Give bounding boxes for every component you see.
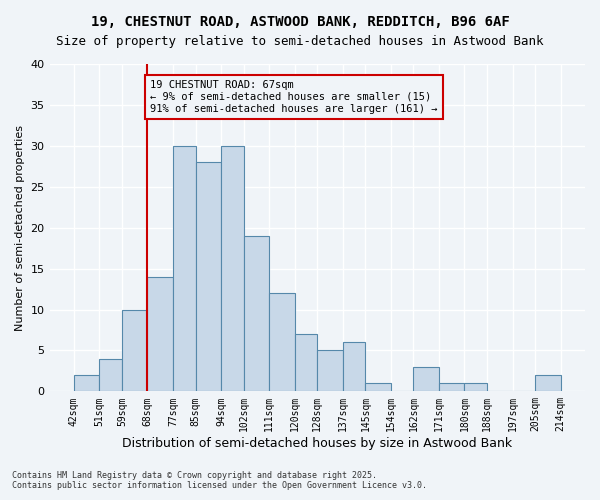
Y-axis label: Number of semi-detached properties: Number of semi-detached properties — [15, 124, 25, 330]
Text: 19, CHESTNUT ROAD, ASTWOOD BANK, REDDITCH, B96 6AF: 19, CHESTNUT ROAD, ASTWOOD BANK, REDDITC… — [91, 15, 509, 29]
Bar — [464, 383, 487, 392]
Text: Contains HM Land Registry data © Crown copyright and database right 2025.
Contai: Contains HM Land Registry data © Crown c… — [12, 470, 427, 490]
Text: Size of property relative to semi-detached houses in Astwood Bank: Size of property relative to semi-detach… — [56, 35, 544, 48]
Bar — [439, 383, 464, 392]
Bar — [221, 146, 244, 392]
Bar — [269, 293, 295, 392]
Bar — [196, 162, 221, 392]
Bar — [74, 375, 100, 392]
Bar — [317, 350, 343, 392]
Bar — [295, 334, 317, 392]
Bar — [122, 310, 148, 392]
Text: 19 CHESTNUT ROAD: 67sqm
← 9% of semi-detached houses are smaller (15)
91% of sem: 19 CHESTNUT ROAD: 67sqm ← 9% of semi-det… — [150, 80, 438, 114]
X-axis label: Distribution of semi-detached houses by size in Astwood Bank: Distribution of semi-detached houses by … — [122, 437, 512, 450]
Bar — [365, 383, 391, 392]
Bar — [100, 358, 122, 392]
Bar — [413, 367, 439, 392]
Bar — [343, 342, 365, 392]
Bar — [535, 375, 560, 392]
Bar — [173, 146, 196, 392]
Bar — [244, 236, 269, 392]
Bar — [148, 277, 173, 392]
